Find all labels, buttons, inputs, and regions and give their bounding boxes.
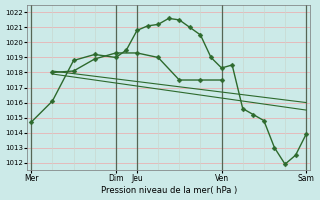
X-axis label: Pression niveau de la mer( hPa ): Pression niveau de la mer( hPa ) xyxy=(100,186,237,195)
